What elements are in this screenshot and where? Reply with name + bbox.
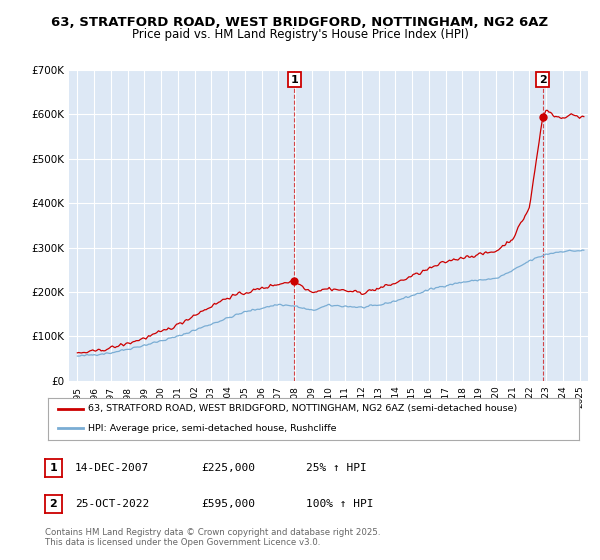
Text: Contains HM Land Registry data © Crown copyright and database right 2025.
This d: Contains HM Land Registry data © Crown c… <box>45 528 380 547</box>
Text: 100% ↑ HPI: 100% ↑ HPI <box>306 499 373 509</box>
Text: Price paid vs. HM Land Registry's House Price Index (HPI): Price paid vs. HM Land Registry's House … <box>131 28 469 41</box>
Text: 1: 1 <box>50 463 57 473</box>
Text: £225,000: £225,000 <box>201 463 255 473</box>
Text: 25-OCT-2022: 25-OCT-2022 <box>75 499 149 509</box>
Text: £595,000: £595,000 <box>201 499 255 509</box>
Text: 63, STRATFORD ROAD, WEST BRIDGFORD, NOTTINGHAM, NG2 6AZ: 63, STRATFORD ROAD, WEST BRIDGFORD, NOTT… <box>52 16 548 29</box>
Text: 25% ↑ HPI: 25% ↑ HPI <box>306 463 367 473</box>
Text: 63, STRATFORD ROAD, WEST BRIDGFORD, NOTTINGHAM, NG2 6AZ (semi-detached house): 63, STRATFORD ROAD, WEST BRIDGFORD, NOTT… <box>88 404 517 413</box>
Text: 2: 2 <box>50 499 57 509</box>
Text: HPI: Average price, semi-detached house, Rushcliffe: HPI: Average price, semi-detached house,… <box>88 424 337 433</box>
Text: 14-DEC-2007: 14-DEC-2007 <box>75 463 149 473</box>
Text: 1: 1 <box>290 74 298 85</box>
Text: 2: 2 <box>539 74 547 85</box>
